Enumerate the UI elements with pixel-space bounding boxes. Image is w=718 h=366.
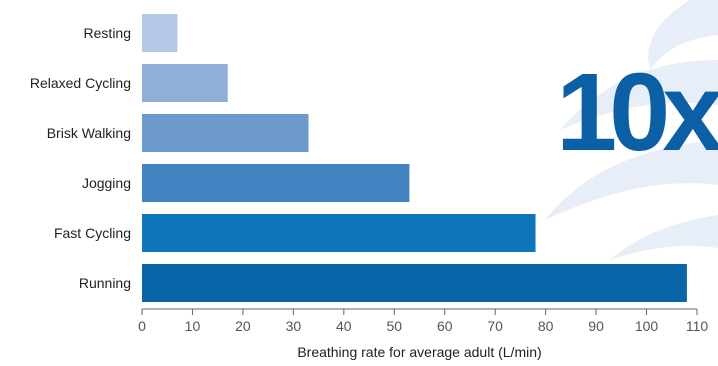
x-tick-label: 40 [336, 318, 352, 334]
category-label: Running [79, 275, 131, 291]
x-axis-title: Breathing rate for average adult (L/min) [297, 344, 541, 360]
bar [142, 164, 409, 202]
category-label: Relaxed Cycling [30, 75, 131, 91]
x-axis: 0 10 20 30 40 50 60 70 80 90 100 110 Breathing rate … [138, 309, 708, 360]
x-tick-label: 20 [235, 318, 251, 334]
bar [142, 14, 177, 52]
category-labels: Resting Relaxed Cycling Brisk Walking Joggi… [30, 25, 131, 291]
annotation-layer: 10x [556, 51, 718, 174]
category-label: Fast Cycling [54, 225, 131, 241]
x-tick-label: 10 [185, 318, 201, 334]
annotation-text: 10x [556, 51, 718, 174]
x-tick-label: 100 [635, 318, 659, 334]
bar [142, 64, 228, 102]
x-tick-label: 60 [437, 318, 453, 334]
category-label: Brisk Walking [47, 125, 131, 141]
x-tick-label: 30 [286, 318, 302, 334]
x-tick-label: 80 [538, 318, 554, 334]
background-swirl-shape [610, 215, 718, 260]
bar [142, 264, 687, 302]
category-label: Jogging [82, 175, 131, 191]
bar [142, 214, 536, 252]
x-tick-label: 110 [686, 318, 709, 334]
bar [142, 114, 309, 152]
category-label: Resting [84, 25, 131, 41]
x-tick-label: 70 [487, 318, 503, 334]
x-tick-label: 50 [386, 318, 402, 334]
x-tick-label: 90 [588, 318, 604, 334]
x-tick-label: 0 [138, 318, 146, 334]
